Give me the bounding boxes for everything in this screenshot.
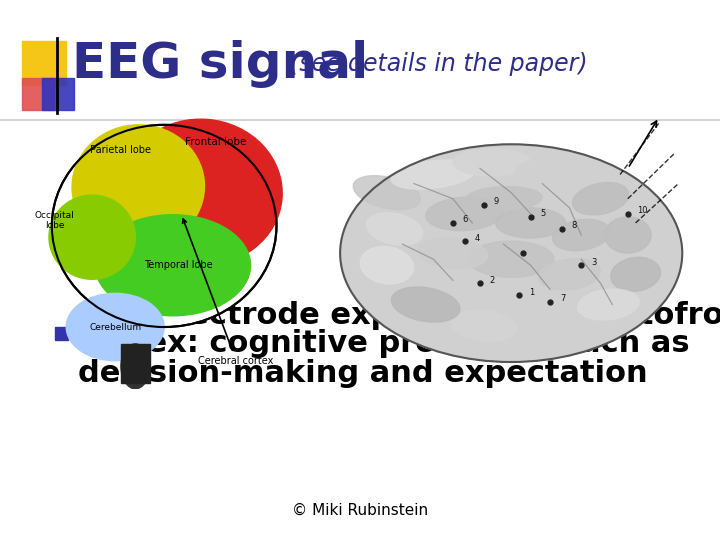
Ellipse shape (66, 293, 164, 361)
Bar (55, 327, 68, 340)
Text: © Miki Rubinstein: © Miki Rubinstein (292, 503, 428, 517)
Ellipse shape (453, 149, 531, 176)
Text: 10 – Electrode exploring the orbitofrontal: 10 – Electrode exploring the orbitofront… (78, 300, 720, 329)
Ellipse shape (469, 241, 554, 278)
Text: 10: 10 (638, 206, 648, 215)
Text: Cerebellum: Cerebellum (89, 322, 141, 332)
Ellipse shape (354, 176, 420, 210)
Text: Cerebral cortex: Cerebral cortex (183, 219, 274, 366)
Ellipse shape (611, 257, 660, 292)
Text: 9: 9 (494, 197, 499, 206)
Ellipse shape (72, 125, 204, 248)
Text: EEG signal: EEG signal (72, 40, 368, 88)
Text: cortex: cognitive processes such as: cortex: cognitive processes such as (78, 329, 690, 359)
Text: 8: 8 (572, 221, 577, 231)
Text: Frontal lobe: Frontal lobe (185, 137, 247, 147)
Text: 1: 1 (528, 288, 534, 297)
Ellipse shape (366, 213, 423, 245)
Polygon shape (121, 344, 150, 383)
Ellipse shape (391, 160, 476, 189)
Ellipse shape (451, 310, 517, 341)
Ellipse shape (605, 217, 651, 253)
Text: 6: 6 (463, 215, 468, 225)
Ellipse shape (340, 144, 683, 362)
Text: 7: 7 (560, 294, 565, 303)
Text: 4: 4 (474, 233, 480, 242)
Text: Occipital
lobe: Occipital lobe (35, 211, 75, 230)
Ellipse shape (516, 160, 585, 189)
Ellipse shape (495, 208, 566, 238)
Text: (see details in the paper): (see details in the paper) (290, 52, 588, 76)
Text: decision-making and expectation: decision-making and expectation (78, 359, 647, 388)
Text: Parietal lobe: Parietal lobe (91, 145, 151, 155)
Bar (42, 78, 74, 110)
Ellipse shape (392, 287, 460, 322)
Ellipse shape (360, 247, 413, 284)
Ellipse shape (121, 344, 150, 389)
Ellipse shape (426, 197, 503, 231)
Text: Temporal lobe: Temporal lobe (144, 260, 213, 270)
Text: 2: 2 (490, 276, 495, 285)
Ellipse shape (418, 238, 487, 268)
Ellipse shape (516, 306, 585, 333)
Ellipse shape (52, 125, 276, 327)
Ellipse shape (572, 183, 629, 215)
Ellipse shape (464, 186, 542, 211)
Text: 5: 5 (540, 210, 546, 218)
Ellipse shape (577, 289, 639, 320)
Ellipse shape (49, 195, 135, 279)
Ellipse shape (539, 259, 600, 290)
Bar (22, 41, 66, 85)
Text: 3: 3 (591, 258, 596, 267)
Bar (22, 78, 54, 110)
Ellipse shape (121, 119, 282, 265)
Ellipse shape (552, 219, 610, 251)
Ellipse shape (95, 215, 251, 316)
